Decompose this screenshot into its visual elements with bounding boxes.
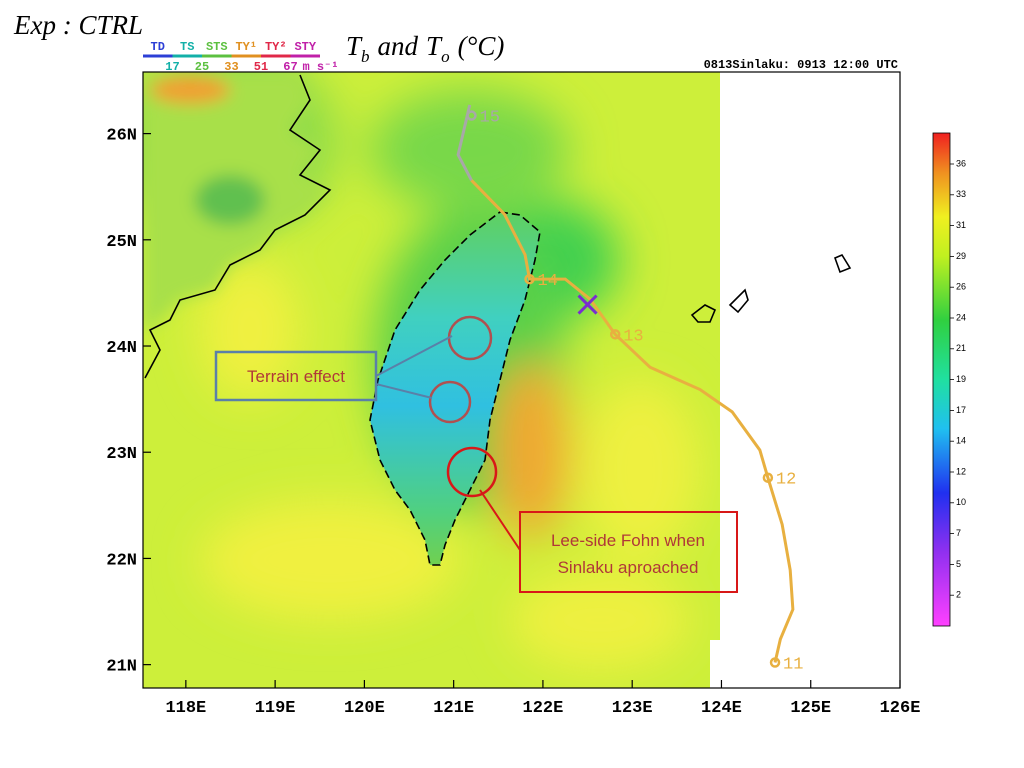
- track-line: [470, 179, 795, 663]
- title-part: T: [426, 31, 443, 61]
- x-tick-label: 124E: [701, 699, 742, 718]
- colorbar-label: 19: [956, 374, 966, 384]
- y-tick-label: 24N: [106, 339, 137, 358]
- colorbar-label: 24: [956, 312, 966, 322]
- x-tick-label: 121E: [433, 699, 474, 718]
- x-tick-label: 126E: [880, 699, 921, 718]
- map-frame: [142, 71, 901, 689]
- colorbar-label: 12: [956, 466, 966, 476]
- storm-position: [577, 294, 598, 315]
- colorbar-ticks: 36 33 31 29 26 24 21 19 17 14 12 10 7 5 2: [950, 158, 966, 600]
- day-label: 13: [623, 327, 643, 346]
- track-line: [456, 104, 473, 182]
- legend-unit: m s⁻¹: [303, 60, 339, 74]
- day-marker: [524, 273, 535, 285]
- timestamp: 0813Sinlaku: 0913 12:00 UTC: [704, 58, 898, 72]
- colorbar-label: 5: [956, 559, 961, 569]
- day-marker: [769, 657, 781, 668]
- terrain-annotation: Terrain effect: [247, 367, 345, 386]
- colorbar-label: 2: [956, 590, 961, 600]
- day-marker: [762, 472, 774, 483]
- title-part: o: [441, 47, 450, 66]
- colorbar: [932, 132, 951, 627]
- y-tick-label: 22N: [106, 551, 137, 570]
- x-tick-label: 120E: [344, 699, 385, 718]
- colorbar-label: 10: [956, 497, 966, 507]
- legend-threshold: 51: [254, 60, 268, 74]
- title: Tb and To (°C): [346, 31, 504, 66]
- day-label: 11: [783, 656, 803, 675]
- legend-class: TD: [151, 40, 165, 54]
- day-label: 14: [538, 272, 558, 291]
- legend-class: STY: [294, 40, 316, 54]
- legend-threshold: 67: [283, 60, 297, 74]
- fohn-box: [519, 511, 738, 593]
- axis-ticks: 118E 119E 120E 121E 122E 123E 124E 125E 126E 21N 2…: [106, 127, 920, 718]
- fohn-annotation: Lee-side Fohn when: [551, 531, 705, 550]
- title-part: b: [361, 47, 370, 66]
- legend-threshold: 25: [195, 60, 209, 74]
- x-tick-label: 125E: [790, 699, 831, 718]
- colorbar-label: 29: [956, 251, 966, 261]
- x-tick-label: 118E: [165, 699, 206, 718]
- title-part: (°C): [458, 31, 505, 61]
- day-label: 15: [480, 109, 500, 128]
- legend-class: TS: [180, 40, 194, 54]
- y-tick-label: 25N: [106, 233, 137, 252]
- coastlines: [144, 74, 852, 566]
- title-part: and: [378, 31, 419, 61]
- colorbar-label: 21: [956, 343, 966, 353]
- colorbar-label: 33: [956, 189, 966, 199]
- y-tick-label: 23N: [106, 445, 137, 464]
- day-label: 12: [776, 471, 796, 490]
- legend-class: TY¹: [235, 40, 257, 54]
- y-tick-label: 21N: [106, 658, 137, 677]
- legend-threshold: 33: [224, 60, 238, 74]
- colorbar-label: 26: [956, 282, 966, 292]
- typhoon-track: 15 14 13 12 11: [456, 104, 803, 675]
- annotation-leaders: [375, 335, 521, 551]
- colorbar-label: 36: [956, 158, 966, 168]
- fohn-annotation: Sinlaku aproached: [558, 558, 699, 577]
- y-tick-label: 26N: [106, 127, 137, 146]
- day-marker: [466, 110, 477, 121]
- day-marker: [609, 329, 621, 340]
- experiment-label: Exp : CTRL: [13, 10, 143, 40]
- colorbar-label: 14: [956, 436, 966, 446]
- x-tick-label: 119E: [255, 699, 296, 718]
- legend-class: STS: [206, 40, 228, 54]
- temperature-field: [143, 72, 720, 688]
- colorbar-label: 17: [956, 405, 966, 415]
- colorbar-label: 31: [956, 220, 966, 230]
- x-tick-label: 123E: [612, 699, 653, 718]
- intensity-legend: TD TS STS TY¹ TY² STY 17 25 33 51 67 m s⁻¹: [143, 40, 339, 74]
- legend-threshold: 17: [165, 60, 179, 74]
- colorbar-label: 7: [956, 528, 961, 538]
- x-tick-label: 122E: [523, 699, 564, 718]
- legend-class: TY²: [265, 40, 287, 54]
- highlight-circles: [428, 315, 498, 498]
- terrain-box: [214, 350, 378, 402]
- title-part: T: [346, 31, 363, 61]
